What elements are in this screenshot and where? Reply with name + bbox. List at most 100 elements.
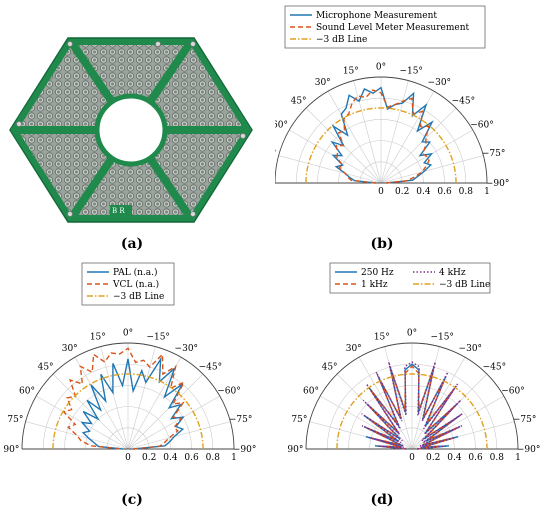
angle-tick-label: 30° — [346, 344, 362, 354]
angle-tick-label: −15° — [146, 332, 170, 342]
angle-tick-label: 60° — [19, 387, 35, 397]
grid-arc — [305, 342, 519, 450]
angle-tick-label: −90° — [233, 445, 257, 455]
grid-spoke — [74, 357, 129, 450]
angle-tick-label: −60° — [217, 387, 241, 397]
grid-arc — [64, 385, 192, 450]
grid-arc — [42, 363, 214, 450]
grid-spoke — [380, 107, 457, 184]
angle-tick-label: 15° — [90, 332, 106, 342]
grid-arc — [295, 97, 467, 184]
grid-spoke — [380, 80, 409, 184]
angle-tick-label: −90° — [517, 445, 541, 455]
series-line-0 — [80, 356, 185, 450]
angle-tick-label: −45° — [452, 97, 476, 107]
grid-spoke — [353, 80, 382, 184]
legend-label: Sound Level Meter Measurement — [316, 23, 470, 33]
grid-arc — [348, 385, 476, 450]
angle-tick-label: −60° — [501, 387, 525, 397]
radial-tick-label: 0.8 — [206, 453, 221, 463]
angle-tick-label: 0° — [407, 328, 417, 338]
grid-spoke — [327, 91, 382, 184]
angle-tick-label: 15° — [374, 332, 390, 342]
series-line-1 — [335, 89, 430, 184]
angle-tick-label: 45° — [291, 97, 307, 107]
angle-tick-label: 45° — [38, 363, 54, 373]
series-line-1 — [62, 347, 186, 450]
radial-tick-label: 1 — [515, 453, 521, 463]
angle-tick-label: 60° — [303, 387, 319, 397]
legend-box — [329, 262, 491, 294]
legend-label: 4 kHz — [439, 268, 466, 278]
angle-tick-label: −15° — [430, 332, 454, 342]
legend-box — [284, 5, 486, 49]
angle-tick-label: −15° — [399, 66, 423, 76]
angle-tick-label: 75° — [291, 415, 307, 425]
grid-arc — [275, 76, 488, 184]
legend-label: −3 dB Line — [316, 35, 367, 45]
angle-tick-label: −45° — [483, 363, 507, 373]
angle-tick-label: 75° — [275, 149, 276, 159]
legend-label: −3 dB Line — [113, 292, 164, 302]
grid-spoke — [127, 373, 204, 450]
polar-chart-c: 90° 75° 60° 45° 30° 15° 0° −15° −30°−45° −60° −75°… — [3, 262, 257, 463]
caption-c: (c) — [121, 492, 143, 508]
legend-label: PAL (n.a.) — [113, 267, 157, 278]
legend-label: Microphone Measurement — [316, 11, 437, 21]
angle-tick-label: 90° — [287, 445, 303, 455]
angle-tick-label: −45° — [199, 363, 223, 373]
angle-tick-label: 90° — [3, 445, 19, 455]
center-hole — [94, 93, 168, 167]
mounting-holes — [16, 41, 246, 217]
grid-arc — [359, 161, 403, 184]
radial-tick-label: 0.2 — [395, 187, 409, 197]
grid-spoke — [127, 421, 231, 450]
angle-tick-label: −60° — [470, 121, 494, 131]
angle-tick-label: 0° — [376, 62, 386, 72]
angle-tick-label: 75° — [7, 415, 23, 425]
radial-tick-label: 0.6 — [184, 453, 199, 463]
caption-d: (d) — [370, 492, 394, 508]
angle-tick-label: −90° — [486, 179, 510, 189]
radial-tick-label: 1 — [484, 187, 490, 197]
legend-label: −3 dB Line — [439, 280, 490, 290]
caption-a: (a) — [120, 236, 144, 252]
radial-tick-label: 0 — [409, 453, 415, 463]
series-line-2 — [305, 107, 457, 184]
grid-spoke — [100, 346, 129, 450]
radial-tick-label: 0 — [125, 453, 131, 463]
pcb-silkscreen: B R — [112, 207, 125, 215]
grid-spoke — [278, 155, 382, 184]
grid-spoke — [411, 357, 466, 450]
angle-tick-label: 45° — [322, 363, 338, 373]
series-line-0 — [330, 86, 434, 184]
polar-chart-d: 90° 75° 60° 45° 30° 15° 0° −15° −30°−45° −60° −75°… — [287, 262, 541, 463]
caption-b: (b) — [370, 236, 394, 252]
radial-tick-label: 0.4 — [447, 453, 462, 463]
grid-spoke — [25, 421, 129, 450]
radial-tick-label: 0 — [378, 187, 384, 197]
legend-label: VCL (n.a.) — [112, 279, 159, 290]
grid-arc — [21, 342, 235, 450]
angle-tick-label: −30° — [428, 78, 452, 88]
grid-spoke — [358, 357, 413, 450]
grid-spoke — [127, 395, 220, 450]
legend-label: 1 kHz — [361, 280, 388, 290]
angle-tick-label: 60° — [275, 121, 288, 131]
legend-label: 250 Hz — [361, 268, 394, 278]
radial-tick-label: 0.6 — [468, 453, 483, 463]
series-line-1 — [365, 365, 459, 450]
radial-tick-label: 0.2 — [142, 453, 156, 463]
grid-arc — [317, 119, 445, 184]
angle-tick-label: 15° — [343, 66, 359, 76]
grid-spoke — [127, 346, 156, 450]
series-line-2 — [52, 373, 204, 450]
pcb-photo: B R — [9, 37, 253, 223]
angle-tick-label: −75° — [229, 415, 253, 425]
grid-spoke — [52, 373, 129, 450]
angle-tick-label: −75° — [482, 149, 506, 159]
radial-tick-label: 0.4 — [416, 187, 431, 197]
series-line-3 — [336, 373, 488, 450]
angle-tick-label: −75° — [513, 415, 537, 425]
angle-tick-label: −30° — [175, 344, 199, 354]
